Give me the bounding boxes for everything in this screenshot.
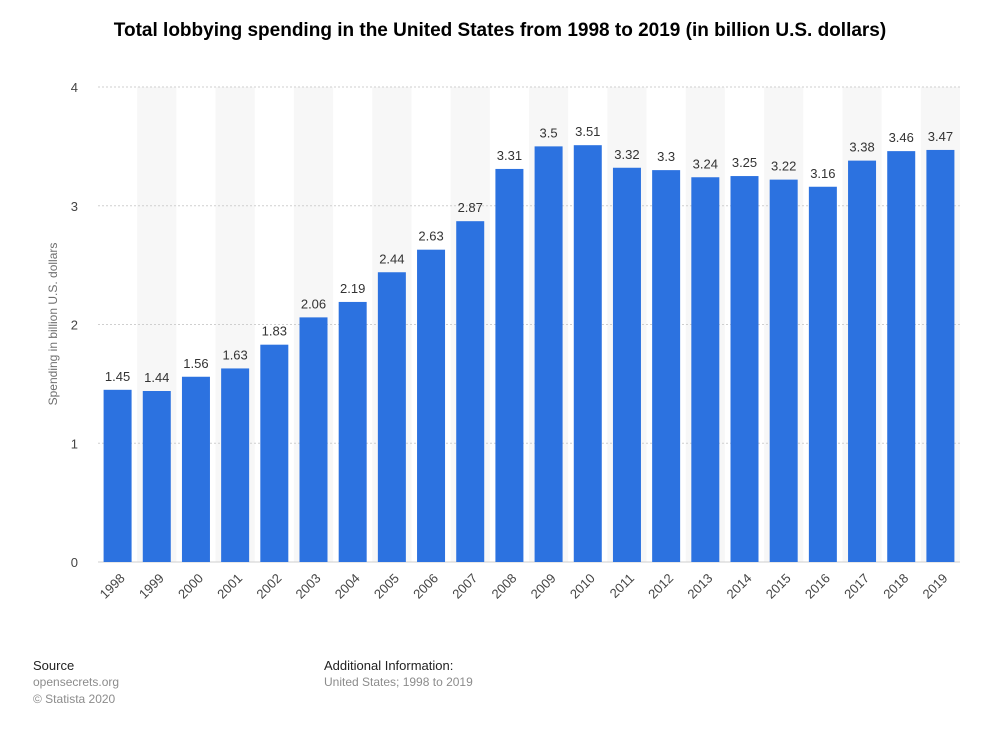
value-label: 3.16 xyxy=(810,166,835,181)
value-label: 2.63 xyxy=(418,229,443,244)
value-label: 2.19 xyxy=(340,281,365,296)
copyright-line: © Statista 2020 xyxy=(33,692,116,706)
bar[interactable] xyxy=(181,376,210,562)
y-axis-ticks: 0 1 2 3 4 xyxy=(71,80,78,570)
x-tick-label: 2018 xyxy=(880,571,911,602)
y-axis-label: Spending in billion U.S. dollars xyxy=(46,243,60,406)
x-axis-ticks: 1998 1999 2000 2001 2002 2003 2004 2005 2006 2007… xyxy=(97,571,951,602)
x-tick-label: 2011 xyxy=(607,571,637,601)
bar[interactable] xyxy=(730,176,759,562)
value-label: 1.83 xyxy=(262,324,287,339)
x-tick-label: 2007 xyxy=(449,571,480,602)
bar[interactable] xyxy=(769,179,798,562)
x-tick-label: 2016 xyxy=(802,571,833,602)
bar[interactable] xyxy=(495,168,524,562)
x-tick-label: 2006 xyxy=(410,571,441,602)
bar[interactable] xyxy=(456,221,485,562)
x-tick-label: 1998 xyxy=(97,571,128,602)
bar-series xyxy=(103,145,955,562)
bar[interactable] xyxy=(691,177,720,562)
value-label: 3.3 xyxy=(657,149,675,164)
value-label: 3.38 xyxy=(849,140,874,155)
x-tick-label: 2001 xyxy=(214,571,245,602)
bar[interactable] xyxy=(221,368,250,562)
value-label: 1.44 xyxy=(144,370,169,385)
y-tick-label: 2 xyxy=(71,318,78,333)
x-tick-label: 2019 xyxy=(919,571,950,602)
bar[interactable] xyxy=(652,170,681,562)
bar[interactable] xyxy=(417,249,446,562)
x-tick-label: 2017 xyxy=(841,571,872,602)
value-label: 3.25 xyxy=(732,155,757,170)
additional-info-heading: Additional Information: xyxy=(324,658,454,673)
additional-info-line: United States; 1998 to 2019 xyxy=(324,675,473,689)
bar[interactable] xyxy=(260,344,289,562)
value-label: 2.87 xyxy=(458,200,483,215)
x-tick-label: 2015 xyxy=(763,571,794,602)
bar[interactable] xyxy=(612,167,641,562)
value-label: 2.44 xyxy=(379,251,404,266)
chart-title: Total lobbying spending in the United St… xyxy=(113,20,887,41)
value-label: 3.5 xyxy=(540,125,558,140)
x-tick-label: 1999 xyxy=(136,571,167,602)
x-tick-label: 2000 xyxy=(175,571,206,602)
x-tick-label: 2014 xyxy=(724,571,755,602)
value-label: 3.47 xyxy=(928,129,953,144)
value-label: 1.45 xyxy=(105,369,130,384)
x-tick-label: 2004 xyxy=(332,571,363,602)
x-tick-label: 2012 xyxy=(645,571,676,602)
bar[interactable] xyxy=(299,317,328,562)
x-tick-label: 2009 xyxy=(528,571,559,602)
additional-info-block: Additional Information: United States; 1… xyxy=(324,657,473,691)
source-heading: Source xyxy=(33,658,75,673)
bar[interactable] xyxy=(338,301,367,562)
y-tick-label: 0 xyxy=(71,555,78,570)
x-tick-label: 2013 xyxy=(684,571,715,602)
value-label: 3.22 xyxy=(771,159,796,174)
value-label: 3.51 xyxy=(575,124,600,139)
value-labels: 1.45 1.44 1.56 1.63 1.83 2.06 2.19 2.44 2.63 2.87… xyxy=(105,124,953,385)
bar[interactable] xyxy=(926,149,955,562)
source-line[interactable]: opensecrets.org xyxy=(33,675,120,689)
y-tick-label: 1 xyxy=(71,436,78,451)
value-label: 2.06 xyxy=(301,296,326,311)
bar[interactable] xyxy=(103,389,132,562)
x-tick-label: 2005 xyxy=(371,571,402,602)
bar[interactable] xyxy=(808,186,837,562)
x-tick-label: 2003 xyxy=(293,571,324,602)
value-label: 3.24 xyxy=(693,156,718,171)
bar[interactable] xyxy=(534,146,563,562)
value-label: 3.31 xyxy=(497,148,522,163)
bar[interactable] xyxy=(887,151,916,562)
source-block: Source opensecrets.org © Statista 2020 xyxy=(33,657,119,708)
value-label: 3.46 xyxy=(889,130,914,145)
bar[interactable] xyxy=(573,145,602,562)
x-tick-label: 2002 xyxy=(253,571,284,602)
value-label: 1.63 xyxy=(222,347,247,362)
bar[interactable] xyxy=(142,391,171,562)
bar[interactable] xyxy=(377,272,406,562)
y-tick-label: 4 xyxy=(71,80,78,95)
x-tick-label: 2008 xyxy=(488,571,519,602)
y-tick-label: 3 xyxy=(71,199,78,214)
x-tick-label: 2010 xyxy=(567,571,598,602)
bar[interactable] xyxy=(848,160,877,562)
value-label: 1.56 xyxy=(183,356,208,371)
value-label: 3.32 xyxy=(614,147,639,162)
